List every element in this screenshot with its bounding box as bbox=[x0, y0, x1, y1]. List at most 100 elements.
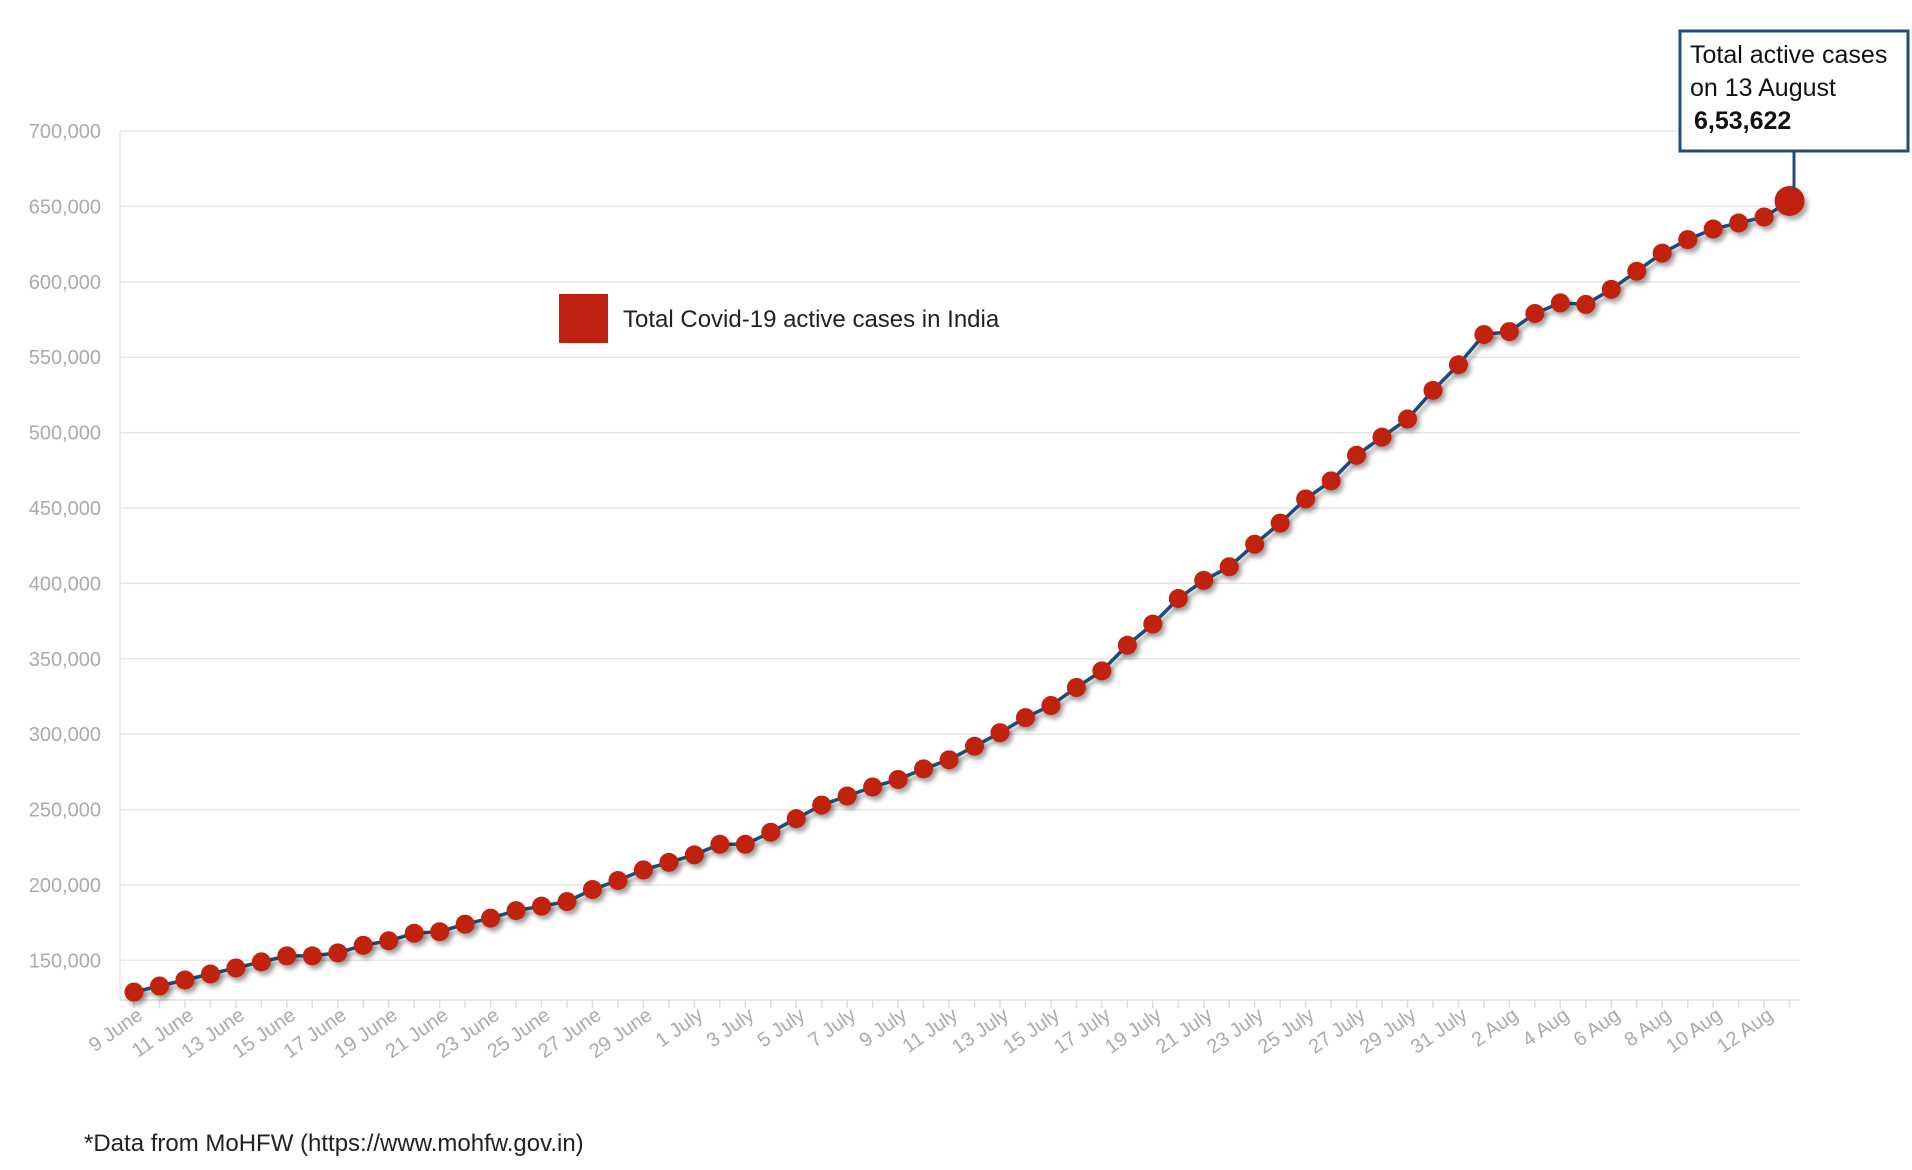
x-tick-label: 12 Aug bbox=[1713, 1004, 1777, 1058]
data-point bbox=[761, 822, 781, 842]
data-point bbox=[1270, 513, 1290, 533]
gridlines bbox=[119, 130, 1800, 1008]
data-point bbox=[710, 834, 730, 854]
data-point bbox=[1754, 207, 1774, 227]
x-tick-label: 27 July bbox=[1305, 1004, 1370, 1058]
y-tick-label: 250,000 bbox=[29, 800, 101, 822]
annotation-callout: Total active cases on 13 August 6,53,622 bbox=[1678, 29, 1910, 190]
x-tick-label: 29 July bbox=[1356, 1004, 1421, 1058]
data-point bbox=[379, 931, 399, 951]
data-point bbox=[837, 786, 857, 806]
data-point bbox=[455, 914, 475, 934]
y-tick-label: 300,000 bbox=[29, 724, 101, 746]
y-tick-label: 550,000 bbox=[29, 347, 101, 369]
data-point bbox=[1143, 614, 1163, 634]
x-tick-label: 7 July bbox=[805, 1004, 860, 1052]
x-tick-label: 10 Aug bbox=[1662, 1004, 1726, 1058]
data-point bbox=[1448, 355, 1468, 375]
data-point bbox=[302, 946, 322, 966]
data-point bbox=[633, 860, 653, 880]
data-point bbox=[1627, 261, 1647, 281]
callout-box bbox=[1678, 29, 1910, 153]
data-point bbox=[200, 964, 220, 984]
x-tick-label: 19 July bbox=[1101, 1004, 1166, 1058]
legend: Total Covid-19 active cases in India bbox=[559, 294, 1000, 343]
data-point bbox=[1550, 293, 1570, 313]
x-tick-label: 25 July bbox=[1254, 1004, 1319, 1058]
x-tick-label: 31 July bbox=[1407, 1004, 1472, 1058]
data-point bbox=[1525, 303, 1545, 323]
data-point bbox=[990, 723, 1010, 743]
data-point bbox=[965, 736, 985, 756]
data-point bbox=[1168, 588, 1188, 608]
x-tick-label: 1 July bbox=[652, 1004, 707, 1052]
data-point bbox=[1347, 445, 1367, 465]
x-tick-label: 6 Aug bbox=[1570, 1004, 1625, 1051]
data-point bbox=[1576, 294, 1596, 314]
data-point bbox=[404, 923, 424, 943]
data-point bbox=[532, 896, 552, 916]
data-point bbox=[1092, 661, 1112, 681]
y-tick-label: 200,000 bbox=[29, 875, 101, 897]
data-point bbox=[914, 759, 934, 779]
x-tick-label: 3 July bbox=[703, 1004, 758, 1052]
data-point bbox=[353, 935, 373, 955]
data-point bbox=[328, 943, 348, 963]
data-point bbox=[812, 795, 832, 815]
data-point bbox=[608, 870, 628, 890]
data-point bbox=[684, 845, 704, 865]
y-tick-label: 650,000 bbox=[29, 196, 101, 218]
x-tick-label: 13 July bbox=[948, 1004, 1013, 1058]
data-point bbox=[888, 769, 908, 789]
data-point bbox=[735, 834, 755, 854]
data-point bbox=[251, 952, 271, 972]
x-tick-label: 4 Aug bbox=[1519, 1004, 1574, 1051]
data-point bbox=[1398, 409, 1417, 429]
data-point bbox=[226, 958, 246, 978]
data-point bbox=[1117, 635, 1137, 655]
series-points bbox=[124, 185, 1805, 1002]
data-point-latest bbox=[1774, 185, 1805, 216]
data-point bbox=[1245, 534, 1265, 554]
data-point bbox=[124, 982, 144, 1002]
data-point bbox=[1652, 243, 1672, 263]
data-point bbox=[1219, 557, 1239, 577]
data-point bbox=[1296, 489, 1316, 509]
callout-line2: on 13 August bbox=[1690, 74, 1836, 102]
data-point bbox=[1041, 696, 1061, 716]
data-point bbox=[786, 809, 806, 829]
data-point bbox=[1015, 708, 1035, 728]
y-tick-label: 700,000 bbox=[29, 121, 101, 143]
y-tick-label: 600,000 bbox=[29, 272, 101, 294]
data-point bbox=[1423, 380, 1443, 400]
data-point bbox=[506, 901, 526, 921]
data-point bbox=[430, 922, 450, 942]
data-point bbox=[1372, 427, 1392, 447]
data-point bbox=[1194, 570, 1214, 590]
data-point bbox=[1321, 471, 1341, 491]
legend-swatch bbox=[559, 294, 608, 343]
x-tick-label: 2 Aug bbox=[1468, 1004, 1523, 1051]
data-point bbox=[149, 976, 169, 996]
y-tick-label: 400,000 bbox=[29, 573, 101, 595]
data-point bbox=[863, 777, 883, 797]
y-tick-label: 450,000 bbox=[29, 498, 101, 520]
y-tick-label: 500,000 bbox=[29, 423, 101, 445]
data-point bbox=[1678, 230, 1698, 250]
data-point bbox=[1474, 325, 1494, 345]
callout-value: 6,53,622 bbox=[1694, 107, 1791, 135]
callout-line1: Total active cases bbox=[1690, 41, 1887, 69]
y-tick-label: 350,000 bbox=[29, 649, 101, 671]
data-point bbox=[1729, 213, 1749, 233]
data-point bbox=[175, 970, 195, 990]
y-tick-label: 150,000 bbox=[29, 950, 101, 972]
data-point bbox=[277, 946, 297, 966]
data-point bbox=[1601, 279, 1621, 299]
x-tick-label: 15 July bbox=[999, 1004, 1064, 1058]
legend-label: Total Covid-19 active cases in India bbox=[623, 306, 1000, 333]
x-tick-label: 23 July bbox=[1203, 1004, 1268, 1058]
data-point bbox=[582, 880, 602, 900]
x-tick-label: 5 July bbox=[754, 1004, 809, 1052]
